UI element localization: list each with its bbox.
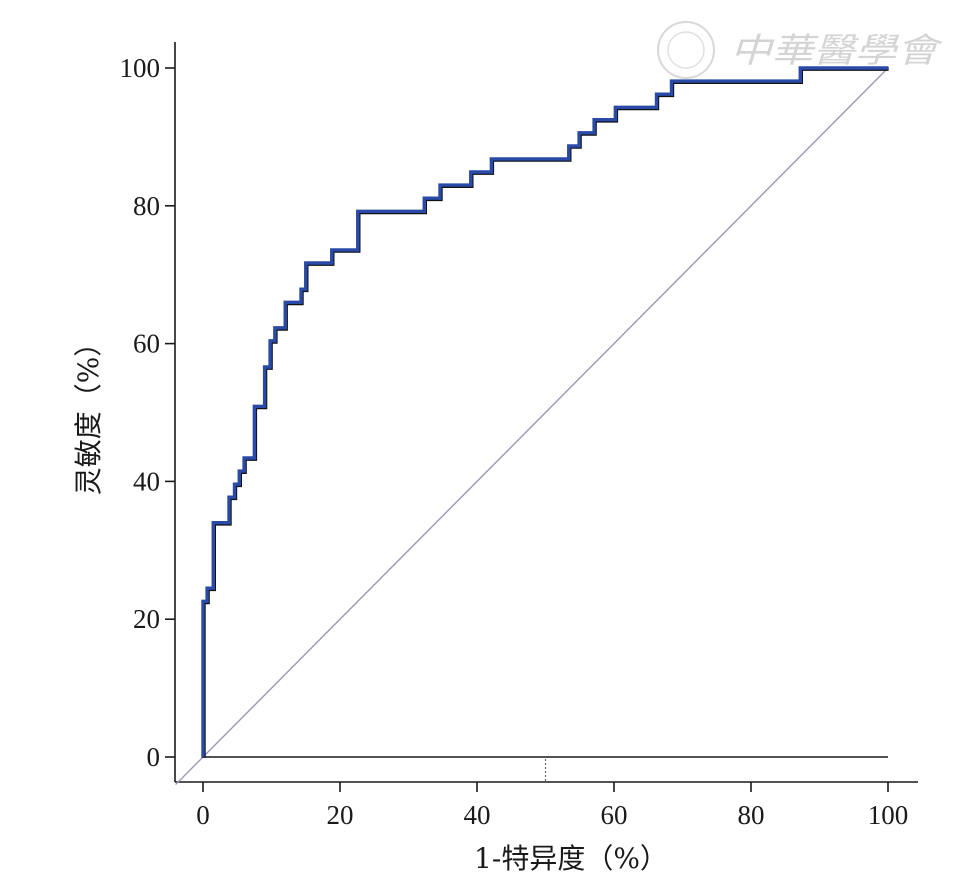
plot-area [175,66,889,786]
x-tick-label: 40 [464,800,491,830]
y-tick-label: 100 [120,53,161,83]
y-tick-label: 60 [133,329,160,359]
x-tick-label: 20 [327,800,354,830]
y-axis-title: 灵敏度（%） [72,329,105,496]
x-tick-label: 0 [196,800,210,830]
x-tick-label: 100 [868,800,909,830]
watermark-seal-inner [667,31,705,69]
x-tick-label: 80 [738,800,765,830]
roc-curve [201,66,888,757]
y-tick-label: 0 [147,742,161,772]
roc-curve-shadow [201,66,889,758]
axis-ticks: 0 20 40 60 80 100 0 20 40 60 80 100 [120,53,909,830]
x-tick-label: 60 [601,800,628,830]
watermark-text: 中華醫學會 [730,31,944,71]
y-tick-label: 20 [133,604,160,634]
y-tick-label: 80 [133,191,160,221]
x-axis-title: 1-特异度（%） [474,842,668,875]
y-tick-label: 40 [133,466,160,496]
watermark-seal-icon [657,21,715,79]
watermark: 中華醫學會 [657,21,944,79]
reference-diagonal-line [175,67,889,786]
